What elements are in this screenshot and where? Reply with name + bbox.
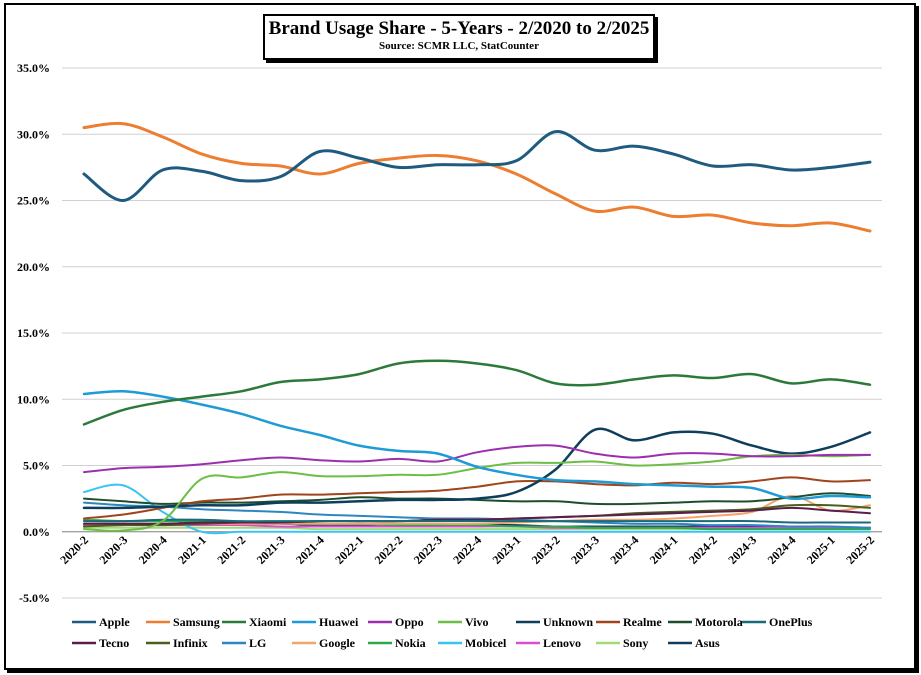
chart-title: Brand Usage Share - 5-Years - 2/2020 to … — [268, 18, 650, 39]
x-tick-label: 2024-4 — [765, 533, 799, 567]
series-line-oneplus — [83, 518, 871, 524]
y-tick-label: 25.0% — [17, 194, 50, 208]
series-line-unknown — [82, 427, 872, 510]
series-line-oppo — [83, 444, 871, 474]
series-line-realme — [83, 476, 871, 520]
series-line-lenovo — [83, 524, 871, 529]
legend-label-nokia: Nokia — [395, 636, 426, 650]
series-line-samsung — [82, 121, 872, 233]
y-tick-label: 20.0% — [17, 260, 50, 274]
legend-label-sony: Sony — [623, 636, 648, 650]
legend-label-vivo: Vivo — [465, 615, 489, 629]
legend-label-samsung: Samsung — [173, 615, 220, 629]
legend-label-google: Google — [319, 636, 356, 650]
x-axis-ticks: 2020-2 2020-3 2020-4 2021-1 2021-2 2021-3 2021… — [57, 533, 877, 567]
series-line-apple — [82, 130, 872, 203]
y-axis-ticks: -5.0% 0.0% 5.0% 10.0% 15.0% 20.0% 25.0% 30.0% 35… — [17, 61, 50, 605]
x-tick-label: 2020-2 — [57, 533, 91, 567]
series-line-motorola — [83, 492, 871, 506]
y-tick-label: -5.0% — [19, 591, 50, 605]
legend-label-realme: Realme — [623, 615, 662, 629]
legend-label-infinix: Infinix — [173, 636, 208, 650]
legend: Apple Samsung Xiaomi Huawei Oppo Vivo Unknown R… — [72, 615, 813, 650]
x-tick-label: 2020-3 — [96, 533, 130, 567]
legend-label-lg: LG — [249, 636, 266, 650]
legend-label-xiaomi: Xiaomi — [249, 615, 287, 629]
x-tick-label: 2023-3 — [568, 533, 602, 567]
x-tick-label: 2021-2 — [214, 533, 248, 567]
series-line-xiaomi — [82, 359, 872, 426]
x-tick-label: 2025-1 — [804, 533, 838, 567]
x-tick-label: 2025-2 — [843, 533, 877, 567]
y-tick-label: 0.0% — [23, 525, 50, 539]
x-tick-label: 2020-4 — [136, 533, 170, 567]
x-tick-label: 2022-1 — [332, 533, 366, 567]
legend-label-motorola: Motorola — [695, 615, 743, 629]
legend-label-unknown: Unknown — [543, 615, 593, 629]
x-tick-label: 2024-2 — [686, 533, 720, 567]
x-tick-label: 2021-3 — [254, 533, 288, 567]
chart-subtitle: Source: SCMR LLC, StatCounter — [379, 40, 539, 52]
legend-label-oneplus: OnePlus — [769, 615, 813, 629]
legend-label-lenovo: Lenovo — [543, 636, 581, 650]
x-tick-label: 2022-4 — [450, 533, 484, 567]
series-line-tecno — [83, 506, 871, 525]
x-tick-label: 2022-2 — [372, 533, 406, 567]
y-tick-label: 35.0% — [17, 61, 50, 75]
y-tick-label: 5.0% — [23, 459, 50, 473]
y-tick-label: 10.0% — [17, 392, 50, 406]
chart-frame — [4, 3, 916, 670]
x-tick-label: 2024-3 — [725, 533, 759, 567]
x-tick-label: 2023-2 — [529, 533, 563, 567]
title-box: Brand Usage Share - 5-Years - 2/2020 to … — [263, 14, 655, 60]
legend-label-asus: Asus — [695, 636, 720, 650]
y-tick-label: 15.0% — [17, 326, 50, 340]
x-tick-label: 2021-4 — [293, 533, 327, 567]
legend-label-apple: Apple — [99, 615, 130, 629]
legend-label-tecno: Tecno — [99, 636, 129, 650]
legend-label-oppo: Oppo — [395, 615, 424, 629]
y-tick-label: 30.0% — [17, 127, 50, 141]
series-line-huawei — [82, 390, 872, 501]
x-tick-label: 2024-1 — [647, 533, 681, 567]
x-tick-label: 2022-3 — [411, 533, 445, 567]
legend-label-huawei: Huawei — [319, 615, 359, 629]
x-tick-label: 2023-4 — [607, 533, 641, 567]
x-tick-label: 2021-1 — [175, 533, 209, 567]
series-lines — [82, 121, 872, 535]
legend-label-mobicel: Mobicel — [465, 636, 507, 650]
series-line-vivo — [83, 453, 871, 532]
series-line-mobicel — [83, 483, 871, 535]
x-tick-label: 2023-1 — [489, 533, 523, 567]
series-line-lg — [83, 501, 871, 529]
